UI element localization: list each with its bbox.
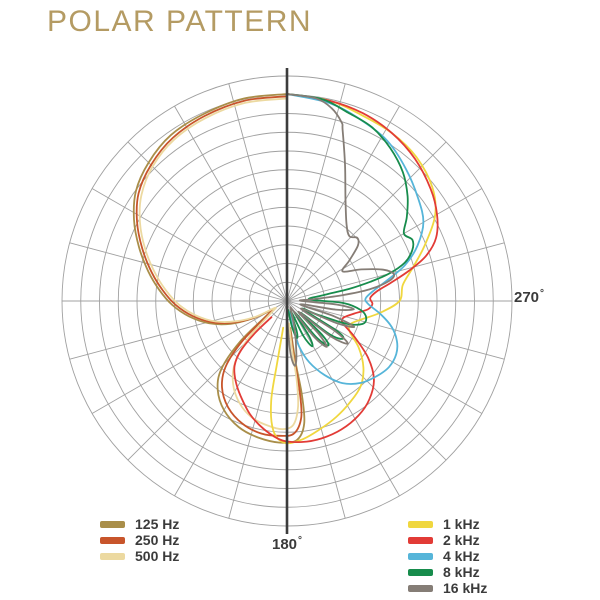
legend-label: 500 Hz (135, 548, 180, 564)
legend-item: 500 Hz (100, 548, 179, 564)
legend-high-frequencies: 1 kHz 2 kHz 4 kHz 8 kHz 16 kHz (408, 516, 487, 596)
legend-low-frequencies: 125 Hz 250 Hz 500 Hz (100, 516, 179, 564)
legend-item: 2 kHz (408, 532, 487, 548)
legend-item: 250 Hz (100, 532, 179, 548)
legend-label: 16 kHz (443, 580, 488, 596)
axis-label-180: 180° (272, 535, 303, 553)
legend-swatch-8khz (408, 568, 433, 576)
legend-swatch-250hz (100, 536, 125, 544)
page-title: POLAR PATTERN (47, 5, 313, 38)
legend-item: 1 kHz (408, 516, 487, 532)
legend-swatch-125hz (100, 520, 125, 528)
legend-label: 125 Hz (135, 516, 180, 532)
legend-label: 1 kHz (443, 516, 480, 532)
axis-label-270: 270° (514, 288, 545, 306)
legend-item: 125 Hz (100, 516, 179, 532)
series-8-khz (286, 93, 415, 348)
legend-label: 250 Hz (135, 532, 180, 548)
series-250-hz (135, 95, 303, 437)
legend-swatch-4khz (408, 552, 433, 560)
legend-item: 16 kHz (408, 580, 487, 596)
legend-swatch-16khz (408, 584, 433, 592)
legend-label: 4 kHz (443, 548, 480, 564)
series-16-khz (286, 93, 396, 367)
degree-symbol: ° (540, 288, 545, 299)
legend-item: 4 kHz (408, 548, 487, 564)
series-4-khz (286, 93, 425, 385)
legend-swatch-500hz (100, 552, 125, 560)
degree-symbol: ° (298, 535, 303, 546)
legend-swatch-2khz (408, 536, 433, 544)
legend-item: 8 kHz (408, 564, 487, 580)
legend-label: 2 kHz (443, 532, 480, 548)
legend-swatch-1khz (408, 520, 433, 528)
legend-label: 8 kHz (443, 564, 480, 580)
